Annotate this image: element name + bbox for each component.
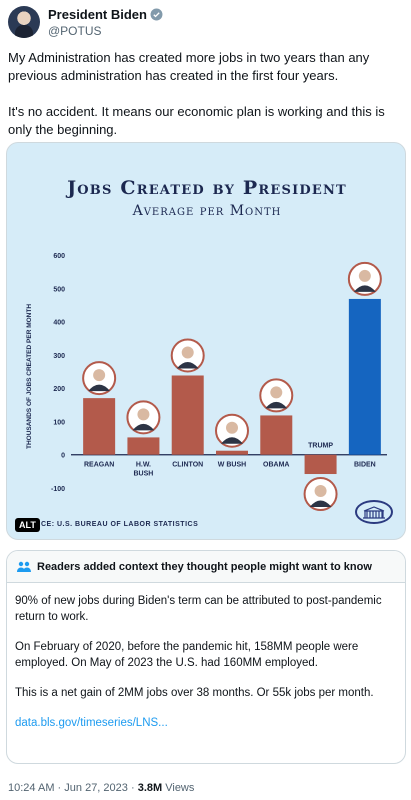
white-house-icon <box>363 506 385 519</box>
note-paragraph: On February of 2020, before the pandemic… <box>15 641 359 669</box>
views-label: Views <box>165 782 195 794</box>
y-tick-label: 300 <box>53 353 65 360</box>
note-source-link[interactable]: data.bls.gov/timeseries/LNS... <box>15 717 168 729</box>
chart-title: Jobs Created by President <box>67 177 347 199</box>
view-count: 3.8M <box>137 782 163 794</box>
tweet-text: My Administration has created more jobs … <box>8 49 404 157</box>
y-tick-label: 400 <box>53 320 65 327</box>
y-axis-label: THOUSANDS OF JOBS CREATED PER MONTH <box>26 304 33 449</box>
portrait-reagan <box>82 361 117 396</box>
portrait-obama <box>259 378 294 413</box>
category-label: TRUMP <box>308 443 333 450</box>
category-label: W BUSH <box>218 462 246 469</box>
tweet-image[interactable]: Jobs Created by President Average per Mo… <box>6 142 406 540</box>
bar-reagan <box>83 398 116 455</box>
tweet-date[interactable]: Jun 27, 2023 <box>64 782 128 794</box>
tweet-header: President Biden @POTUS <box>8 6 403 40</box>
bar-wbush <box>216 450 248 455</box>
meta-separator: · <box>130 782 138 794</box>
category-label: H.W. <box>136 462 151 469</box>
portrait-biden <box>347 261 382 296</box>
community-notes: Readers added context they thought peopl… <box>6 550 406 764</box>
category-label: BIDEN <box>354 462 376 469</box>
tweet-time[interactable]: 10:24 AM <box>8 782 55 794</box>
chart-subtitle: Average per Month <box>132 203 282 219</box>
tweet-meta: 10:24 AM · Jun 27, 2023 · 3.8M Views <box>8 782 194 794</box>
category-label: BUSH <box>134 471 154 478</box>
y-tick-label: 0 <box>61 453 65 460</box>
bar-trump <box>304 454 337 475</box>
alt-text-button[interactable]: ALT <box>15 518 40 532</box>
portrait-hwbush <box>126 400 161 435</box>
bar-obama <box>260 415 293 455</box>
chart-source: CE: U.S. BUREAU OF LABOR STATISTICS <box>41 521 199 528</box>
category-label: OBAMA <box>263 462 289 469</box>
portrait-trump <box>303 477 338 512</box>
verified-badge-icon <box>150 8 163 21</box>
note-paragraph: This is a net gain of 2MM jobs over 38 m… <box>15 687 374 699</box>
y-tick-label: 600 <box>53 253 65 260</box>
meta-separator: · <box>57 782 65 794</box>
category-label: CLINTON <box>172 462 203 469</box>
y-tick-label: 200 <box>53 386 65 393</box>
avatar[interactable] <box>8 6 40 38</box>
portrait-wbush <box>215 413 249 448</box>
tweet-paragraph: My Administration has created more jobs … <box>8 50 370 83</box>
community-notes-body: 90% of new jobs during Biden's term can … <box>7 583 405 731</box>
author-row: President Biden <box>48 7 163 22</box>
people-icon <box>17 561 31 572</box>
author-name[interactable]: President Biden <box>48 7 147 22</box>
bar-clinton <box>171 375 204 455</box>
author-handle[interactable]: @POTUS <box>48 24 102 38</box>
category-label: REAGAN <box>84 462 114 469</box>
y-tick-label: -100 <box>51 486 65 493</box>
tweet-paragraph: It's no accident. It means our economic … <box>8 104 385 137</box>
bar-biden <box>348 298 381 455</box>
community-notes-header: Readers added context they thought peopl… <box>7 551 405 583</box>
white-house-logo <box>355 500 393 524</box>
note-paragraph: 90% of new jobs during Biden's term can … <box>15 595 382 623</box>
y-tick-label: 500 <box>53 286 65 293</box>
jobs-bar-chart: THOUSANDS OF JOBS CREATED PER MONTH 600 50… <box>26 253 387 512</box>
community-notes-title: Readers added context they thought peopl… <box>37 560 372 573</box>
bar-hwbush <box>127 437 160 455</box>
y-tick-label: 100 <box>53 419 65 426</box>
portrait-clinton <box>170 338 205 373</box>
